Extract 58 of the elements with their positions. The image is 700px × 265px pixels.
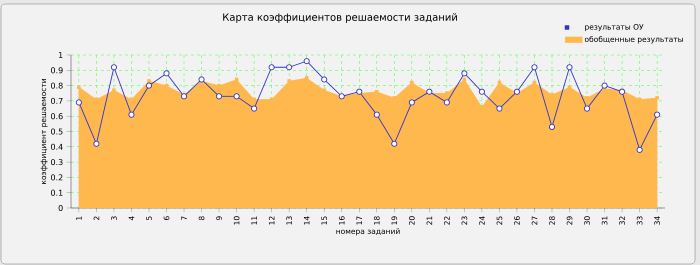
- point: [198, 76, 205, 83]
- point: [234, 93, 240, 100]
- point: [568, 85, 572, 89]
- y-tick-label: 0.7: [51, 98, 63, 104]
- point: [374, 112, 380, 118]
- point: [304, 76, 308, 80]
- point: [548, 124, 556, 130]
- point: [110, 64, 117, 70]
- point: [321, 76, 328, 83]
- y-tick-label: 0.8: [51, 82, 63, 89]
- point: [287, 79, 291, 83]
- point: [636, 146, 643, 153]
- point: [77, 85, 81, 89]
- point: [234, 78, 238, 82]
- y-tick-label: 0: [58, 204, 63, 212]
- y-tick-label: 0.1: [51, 190, 62, 196]
- y-tick-label: 0.6: [51, 113, 63, 120]
- point: [304, 58, 310, 64]
- point: [216, 93, 222, 100]
- point: [410, 80, 414, 84]
- point: [164, 84, 168, 88]
- point: [286, 64, 292, 70]
- point: [496, 106, 502, 112]
- point: [76, 99, 82, 106]
- point: [655, 96, 659, 100]
- point: [619, 88, 626, 95]
- point: [268, 64, 275, 70]
- point: [356, 88, 362, 95]
- point: [584, 106, 590, 112]
- y-tick-label: 0.5: [51, 128, 62, 135]
- y-tick-label: 0.2: [51, 174, 62, 180]
- point: [478, 88, 485, 95]
- point: [514, 88, 520, 95]
- point: [532, 80, 536, 84]
- y-tick-label: 0.4: [51, 144, 63, 150]
- point: [408, 99, 415, 106]
- point: [654, 112, 660, 118]
- point: [128, 112, 135, 118]
- y-tick-label: 1: [58, 52, 62, 58]
- point: [93, 140, 100, 147]
- y-tick-label: 0.9: [51, 67, 63, 74]
- point: [602, 82, 608, 89]
- chart-title: Карта коэффициентов решаемости заданий: [223, 13, 457, 23]
- point: [444, 99, 450, 106]
- point: [531, 64, 538, 70]
- point: [163, 70, 170, 76]
- point: [147, 79, 151, 83]
- point: [391, 140, 398, 147]
- y-tick-label: 0.3: [51, 159, 63, 166]
- point: [566, 64, 573, 70]
- point: [461, 70, 468, 76]
- point: [498, 80, 502, 84]
- point: [426, 88, 432, 95]
- point: [146, 82, 152, 89]
- point: [112, 88, 116, 92]
- point: [462, 78, 466, 82]
- point: [180, 93, 188, 100]
- point: [251, 106, 258, 112]
